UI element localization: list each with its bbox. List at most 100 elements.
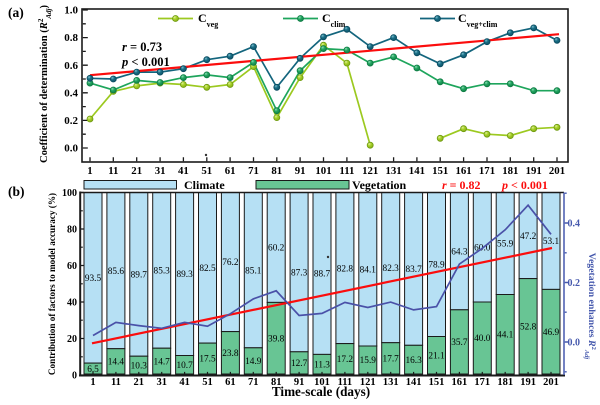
svg-text:0.0: 0.0 bbox=[568, 338, 581, 349]
svg-text:101: 101 bbox=[314, 377, 330, 388]
svg-text:171: 171 bbox=[479, 165, 495, 177]
svg-text:0.4: 0.4 bbox=[568, 219, 581, 230]
svg-text:78.9: 78.9 bbox=[428, 261, 445, 271]
svg-text:131: 131 bbox=[385, 165, 401, 177]
svg-text:35.7: 35.7 bbox=[451, 338, 468, 348]
svg-text:52.8: 52.8 bbox=[520, 323, 537, 333]
svg-text:71: 71 bbox=[248, 377, 259, 388]
svg-text:(b): (b) bbox=[8, 184, 25, 199]
svg-text:151: 151 bbox=[429, 377, 445, 388]
svg-text:83.7: 83.7 bbox=[405, 265, 422, 275]
svg-text:41: 41 bbox=[179, 377, 190, 388]
svg-text:85.1: 85.1 bbox=[245, 266, 262, 276]
svg-text:16.3: 16.3 bbox=[405, 356, 422, 366]
svg-text:53.1: 53.1 bbox=[543, 237, 560, 247]
svg-text:12.7: 12.7 bbox=[291, 359, 308, 369]
svg-text:93.5: 93.5 bbox=[85, 274, 102, 284]
svg-text:Time-scale (days): Time-scale (days) bbox=[272, 384, 370, 399]
svg-text:11: 11 bbox=[111, 377, 121, 388]
svg-text:14.7: 14.7 bbox=[154, 357, 171, 367]
svg-text:17.7: 17.7 bbox=[383, 355, 400, 365]
svg-text:40.0: 40.0 bbox=[474, 334, 491, 344]
svg-text:40: 40 bbox=[67, 297, 77, 308]
svg-text:0.4: 0.4 bbox=[64, 87, 78, 99]
svg-text:191: 191 bbox=[520, 377, 536, 388]
svg-text:41: 41 bbox=[178, 165, 189, 177]
svg-text:14.4: 14.4 bbox=[108, 358, 125, 368]
svg-text:10.7: 10.7 bbox=[176, 361, 193, 371]
svg-text:131: 131 bbox=[383, 377, 399, 388]
svg-text:(a): (a) bbox=[8, 5, 24, 20]
svg-text:87.3: 87.3 bbox=[291, 268, 308, 278]
svg-text:31: 31 bbox=[155, 165, 166, 177]
svg-text:82.3: 82.3 bbox=[383, 264, 400, 274]
svg-text:71: 71 bbox=[248, 165, 259, 177]
svg-text:15.9: 15.9 bbox=[360, 356, 377, 366]
svg-text:14.9: 14.9 bbox=[245, 357, 262, 367]
svg-text:21: 21 bbox=[134, 377, 145, 388]
svg-text:0.2: 0.2 bbox=[64, 115, 78, 127]
svg-text:121: 121 bbox=[360, 377, 376, 388]
svg-text:17.5: 17.5 bbox=[199, 355, 216, 365]
svg-text:111: 111 bbox=[339, 165, 354, 177]
svg-text:101: 101 bbox=[315, 165, 331, 177]
svg-text:141: 141 bbox=[409, 165, 425, 177]
svg-text:Climate: Climate bbox=[184, 178, 225, 192]
svg-text:Vegetation enhances R2Adj: Vegetation enhances R2Adj bbox=[584, 253, 598, 360]
svg-text:Vegetation: Vegetation bbox=[352, 178, 407, 192]
svg-text:191: 191 bbox=[526, 165, 542, 177]
svg-text:23.8: 23.8 bbox=[222, 349, 239, 359]
svg-text:89.3: 89.3 bbox=[176, 270, 193, 280]
svg-text:1: 1 bbox=[90, 377, 95, 388]
svg-text:82.8: 82.8 bbox=[337, 264, 354, 274]
svg-text:1: 1 bbox=[87, 165, 92, 177]
svg-text:r = 0.73: r = 0.73 bbox=[122, 40, 162, 54]
svg-text:61: 61 bbox=[225, 377, 236, 388]
svg-text:61: 61 bbox=[225, 165, 236, 177]
svg-text:10.3: 10.3 bbox=[131, 361, 148, 371]
svg-text:85.3: 85.3 bbox=[154, 267, 171, 277]
svg-text:6.5: 6.5 bbox=[87, 365, 99, 375]
svg-text:111: 111 bbox=[338, 377, 353, 388]
svg-text:39.8: 39.8 bbox=[268, 334, 285, 344]
svg-text:20: 20 bbox=[67, 334, 77, 345]
svg-text:84.1: 84.1 bbox=[360, 265, 377, 275]
svg-text:21: 21 bbox=[131, 165, 142, 177]
svg-text:161: 161 bbox=[452, 377, 468, 388]
svg-text:0.2: 0.2 bbox=[568, 278, 581, 289]
svg-text:181: 181 bbox=[502, 165, 518, 177]
svg-text:17.2: 17.2 bbox=[337, 355, 354, 365]
svg-text:171: 171 bbox=[474, 377, 490, 388]
svg-text:91: 91 bbox=[294, 377, 305, 388]
svg-text:p < 0.001: p < 0.001 bbox=[501, 178, 548, 192]
svg-text:51: 51 bbox=[201, 165, 212, 177]
svg-text:201: 201 bbox=[549, 165, 565, 177]
svg-text:100: 100 bbox=[62, 188, 77, 199]
svg-text:0.0: 0.0 bbox=[64, 143, 78, 155]
svg-text:201: 201 bbox=[543, 377, 559, 388]
svg-text:81: 81 bbox=[271, 377, 282, 388]
svg-text:85.6: 85.6 bbox=[108, 267, 125, 277]
svg-text:44.1: 44.1 bbox=[497, 331, 514, 341]
svg-text:121: 121 bbox=[362, 165, 378, 177]
svg-text:88.7: 88.7 bbox=[314, 270, 331, 280]
svg-text:1.0: 1.0 bbox=[64, 5, 78, 17]
svg-text:161: 161 bbox=[455, 165, 471, 177]
svg-text:51: 51 bbox=[202, 377, 213, 388]
svg-text:11: 11 bbox=[108, 165, 118, 177]
svg-text:47.2: 47.2 bbox=[520, 232, 537, 242]
svg-text:141: 141 bbox=[406, 377, 422, 388]
svg-text:81: 81 bbox=[271, 165, 282, 177]
svg-text:46.9: 46.9 bbox=[543, 328, 560, 338]
svg-text:76.2: 76.2 bbox=[222, 258, 239, 268]
svg-text:r = 0.82: r = 0.82 bbox=[442, 178, 481, 192]
svg-text:82.5: 82.5 bbox=[199, 264, 216, 274]
svg-text:0.6: 0.6 bbox=[64, 60, 78, 72]
svg-text:64.3: 64.3 bbox=[451, 247, 468, 257]
svg-text:91: 91 bbox=[295, 165, 306, 177]
svg-text:p < 0.001: p < 0.001 bbox=[121, 55, 170, 69]
svg-text:60.2: 60.2 bbox=[268, 244, 285, 254]
svg-text:0.8: 0.8 bbox=[64, 32, 78, 44]
svg-text:Contribution of factors to mod: Contribution of factors to model accurac… bbox=[47, 193, 57, 375]
svg-text:181: 181 bbox=[497, 377, 513, 388]
